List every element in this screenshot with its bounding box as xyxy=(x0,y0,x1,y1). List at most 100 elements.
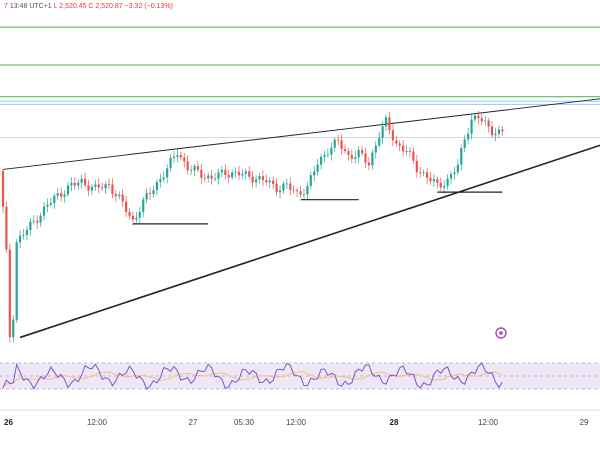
candle-body xyxy=(494,133,497,136)
candle-body xyxy=(251,176,254,183)
candle-body xyxy=(487,120,490,127)
candle-body xyxy=(425,172,429,178)
candle-body xyxy=(477,115,480,119)
candle-body xyxy=(456,164,459,173)
candle-body xyxy=(422,172,425,174)
candle-body xyxy=(42,206,46,216)
rsi-ma-line xyxy=(2,371,503,389)
candle-body xyxy=(405,151,408,152)
candle-body xyxy=(419,172,422,174)
candle-body xyxy=(138,212,141,218)
candle-body xyxy=(306,185,309,195)
candle-body xyxy=(326,154,329,156)
candle-body xyxy=(135,217,138,220)
ohlc-values: L 2,520.45 C 2,520.87 −3.32 (−0.13%) xyxy=(53,3,173,10)
candle-body xyxy=(254,179,258,183)
candle-body xyxy=(415,160,418,173)
candlestick-series xyxy=(1,110,504,343)
candle-body xyxy=(299,191,302,195)
trendlines xyxy=(2,98,600,339)
candle-body xyxy=(162,177,165,180)
candle-body xyxy=(330,147,333,155)
candle-body xyxy=(224,169,227,175)
candle-body xyxy=(337,139,340,141)
candle-body xyxy=(402,145,405,152)
candle-body xyxy=(97,184,100,188)
trendline-upper[interactable] xyxy=(2,98,600,170)
candle-body xyxy=(118,194,121,197)
candle-body xyxy=(453,172,456,175)
candle-body xyxy=(145,193,148,200)
trendline-lower[interactable] xyxy=(19,144,600,339)
candle-body xyxy=(22,234,25,236)
candle-body xyxy=(15,242,18,320)
candle-body xyxy=(234,171,237,173)
candle-body xyxy=(490,126,494,136)
x-tick-label: 12:00 xyxy=(478,418,499,427)
candle-body xyxy=(354,157,357,159)
x-tick-label: 12:00 xyxy=(87,418,108,427)
candle-body xyxy=(101,187,104,189)
candle-body xyxy=(70,182,73,186)
candle-body xyxy=(83,178,87,186)
candle-body xyxy=(90,186,94,191)
candle-body xyxy=(152,190,155,194)
candle-body xyxy=(408,151,412,152)
time-label: 13:48 UTC+1 xyxy=(9,3,52,10)
candle-body xyxy=(29,221,32,230)
candle-body xyxy=(220,169,223,173)
candle-body xyxy=(80,178,83,183)
candle-body xyxy=(12,319,15,338)
candle-body xyxy=(449,174,453,179)
candle-body xyxy=(347,151,350,155)
x-tick-label: 28 xyxy=(390,418,399,427)
candle-body xyxy=(395,140,398,144)
candle-body xyxy=(463,139,466,148)
candle-body xyxy=(374,145,377,153)
candle-body xyxy=(439,182,442,188)
candle-body xyxy=(357,150,360,158)
alert-icon[interactable] xyxy=(495,327,507,339)
candle-body xyxy=(186,161,189,171)
candle-body xyxy=(302,194,306,196)
candle-body xyxy=(316,164,319,172)
candle-body xyxy=(36,220,39,223)
candle-body xyxy=(296,190,299,192)
support-lines xyxy=(132,191,503,225)
x-tick-label: 27 xyxy=(189,418,198,427)
candle-body xyxy=(432,179,436,182)
candle-body xyxy=(210,175,213,179)
candle-body xyxy=(148,193,152,194)
candle-body xyxy=(313,171,316,176)
candle-body xyxy=(340,140,343,150)
candle-body xyxy=(203,177,206,179)
candle-body xyxy=(19,235,22,243)
candle-body xyxy=(237,171,241,176)
candle-body xyxy=(227,174,230,178)
candle-body xyxy=(398,143,401,146)
rsi-line xyxy=(2,362,503,391)
candle-body xyxy=(473,115,477,120)
candle-body xyxy=(350,154,353,159)
candle-body xyxy=(131,215,135,220)
candle-body xyxy=(333,139,336,148)
candle-body xyxy=(63,194,66,197)
candle-body xyxy=(261,176,265,181)
candle-body xyxy=(196,166,200,170)
candle-body xyxy=(323,154,326,157)
ohlc-truncated-prefix: 7 xyxy=(4,3,8,10)
candle-body xyxy=(443,186,446,188)
candle-body xyxy=(114,194,117,197)
ohlc-readout: 7 13:48 UTC+1 L 2,520.45 C 2,520.87 −3.3… xyxy=(4,3,173,10)
candle-body xyxy=(367,162,371,166)
candle-body xyxy=(275,184,278,193)
candle-body xyxy=(412,151,415,161)
candle-body xyxy=(172,156,176,158)
candle-body xyxy=(285,183,288,185)
candle-body xyxy=(104,184,107,189)
candle-body xyxy=(176,155,179,157)
candle-body xyxy=(289,183,292,190)
rsi-pane xyxy=(0,362,600,411)
candle-body xyxy=(155,182,158,191)
